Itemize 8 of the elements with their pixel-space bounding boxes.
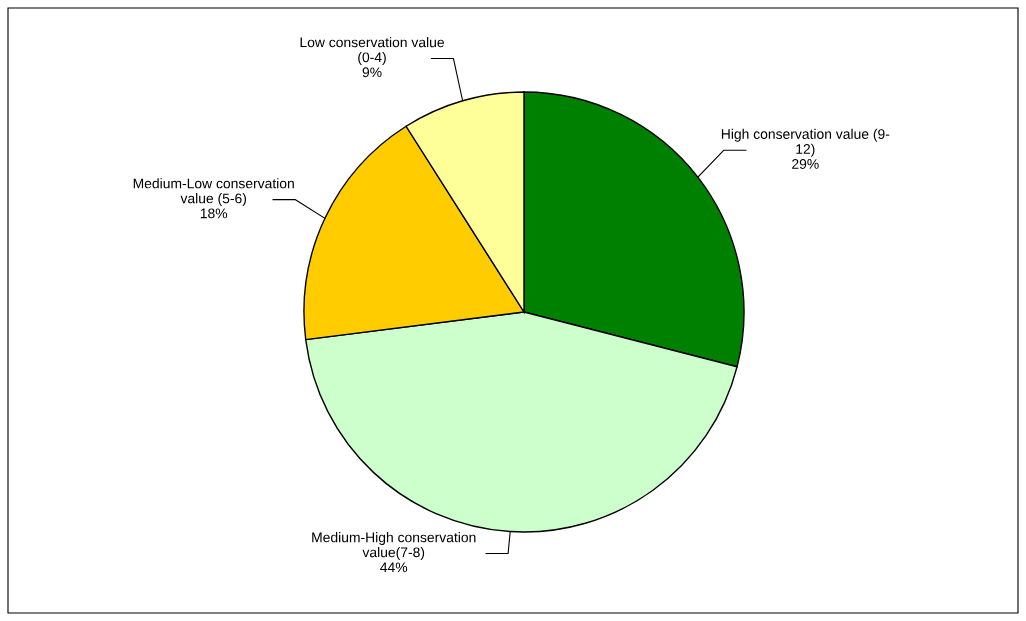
data-label: 9%	[362, 67, 382, 78]
slice-label: Low conservation value (0-4)	[300, 37, 444, 65]
data-label: 29%	[792, 159, 819, 169]
slice-label: High conservation value (9- 12)	[721, 128, 890, 157]
slice-label: Medium-High conservation value(7-8)	[312, 532, 476, 560]
slice-label: Medium-Low conservation value (5-6)	[133, 178, 294, 207]
data-label: 44%	[380, 562, 408, 573]
data-label: 18%	[200, 208, 228, 219]
